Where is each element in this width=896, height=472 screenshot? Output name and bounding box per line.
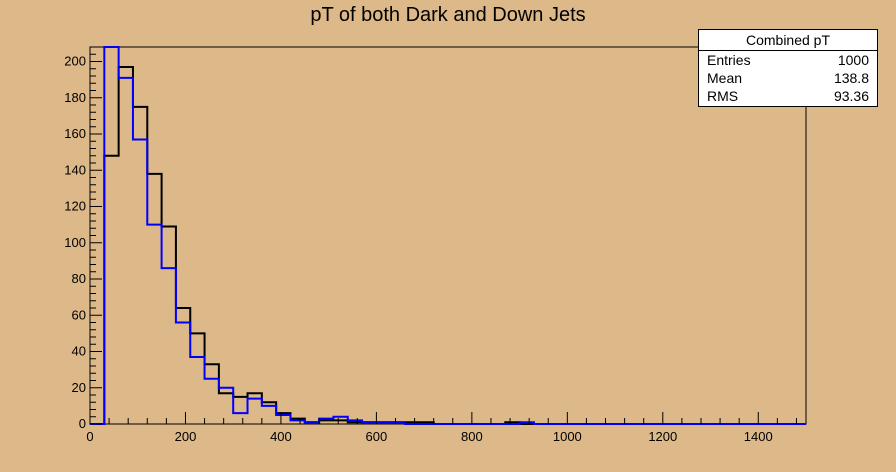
x-tick-label: 1200 [648, 429, 677, 444]
y-tick-label: 60 [72, 307, 86, 322]
x-tick-label: 1400 [744, 429, 773, 444]
x-tick-label: 0 [86, 429, 93, 444]
y-tick-label: 100 [64, 235, 86, 250]
y-tick-label: 200 [64, 54, 86, 69]
x-tick-label: 200 [175, 429, 197, 444]
y-tick-label: 80 [72, 271, 86, 286]
x-tick-label: 800 [461, 429, 483, 444]
x-tick-label: 1000 [553, 429, 582, 444]
y-tick-label: 40 [72, 344, 86, 359]
x-tick-label: 400 [270, 429, 292, 444]
x-tick-label: 600 [366, 429, 388, 444]
stats-box: Combined pT Entries 1000 Mean 138.8 RMS … [698, 29, 878, 107]
stats-row-rms: RMS 93.36 [699, 87, 877, 105]
stats-entries-label: Entries [707, 52, 751, 68]
y-tick-label: 140 [64, 162, 86, 177]
stats-rms-label: RMS [707, 88, 739, 104]
stats-entries-value: 1000 [837, 52, 869, 68]
stats-rms-value: 93.36 [833, 88, 869, 104]
y-tick-label: 160 [64, 126, 86, 141]
stats-row-mean: Mean 138.8 [699, 69, 877, 87]
series-line-1 [90, 46, 806, 425]
stats-title: Combined pT [699, 30, 877, 51]
chart-title: pT of both Dark and Down Jets [310, 4, 586, 26]
y-tick-label: 0 [79, 416, 86, 431]
y-tick-label: 20 [72, 380, 86, 395]
y-tick-label: 120 [64, 199, 86, 214]
series-line-0 [90, 65, 806, 425]
stats-mean-value: 138.8 [833, 70, 869, 86]
y-tick-label: 180 [64, 90, 86, 105]
stats-mean-label: Mean [707, 70, 743, 86]
stats-row-entries: Entries 1000 [699, 51, 877, 69]
